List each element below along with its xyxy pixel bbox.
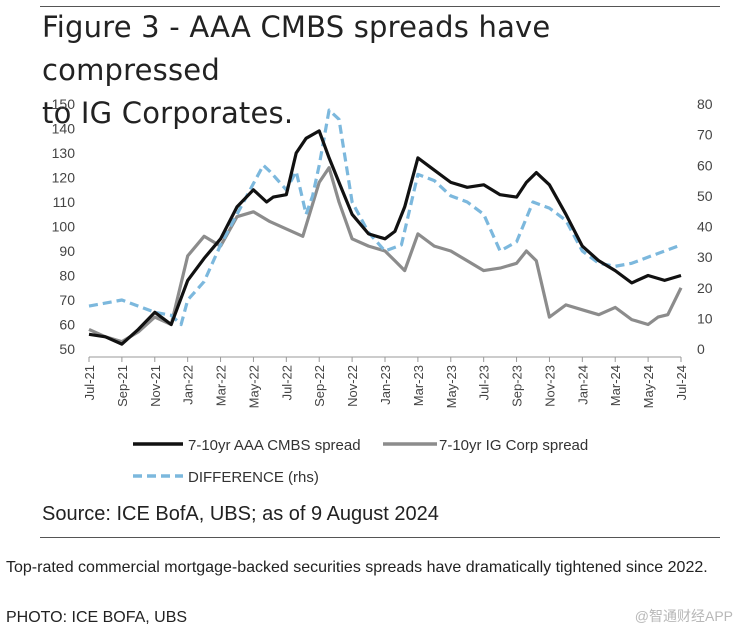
y-right-tick-label: 30: [697, 249, 713, 265]
y-left-tick-label: 110: [53, 194, 76, 210]
x-tick-label: Nov-22: [345, 365, 360, 407]
x-tick-label: Mar-24: [608, 365, 623, 406]
x-tick-label: Jul-24: [674, 365, 689, 400]
legend-igcorp-label: 7-10yr IG Corp spread: [439, 437, 588, 454]
y-left-tick-label: 120: [52, 170, 76, 186]
x-tick-label: Mar-23: [411, 365, 426, 406]
x-tick-label: Sep-21: [115, 365, 130, 407]
source-note: Source: ICE BofA, UBS; as of 9 August 20…: [42, 503, 439, 525]
x-tick-label: Jul-22: [279, 365, 294, 400]
y-left-tick-label: 90: [59, 243, 75, 259]
legend-cmbs-label: 7-10yr AAA CMBS spread: [188, 437, 361, 454]
y-right-tick-label: 80: [697, 96, 713, 112]
figure-title-line1: Figure 3 - AAA CMBS spreads have compres…: [42, 10, 551, 87]
x-tick-label: May-24: [641, 365, 656, 408]
y-right-tick-label: 0: [697, 341, 705, 357]
x-tick-label: Jul-23: [477, 365, 492, 400]
x-tick-label: Mar-22: [214, 365, 229, 406]
x-tick-label: May-23: [444, 365, 459, 408]
bottom-rule: [40, 537, 720, 538]
photo-credit: PHOTO: ICE BOFA, UBS: [6, 609, 188, 626]
y-left-tick-label: 60: [59, 317, 75, 333]
x-tick-label: May-22: [246, 365, 261, 408]
y-left-tick-label: 130: [52, 145, 76, 161]
x-tick-label: Sep-22: [312, 365, 327, 407]
y-right-tick-label: 40: [697, 219, 713, 235]
x-tick-label: Nov-21: [148, 365, 163, 407]
y-right-tick-label: 60: [697, 157, 713, 173]
igcorp-series-line: [88, 166, 683, 344]
top-rule: [40, 6, 720, 7]
caption-text: Top-rated commercial mortgage-backed sec…: [6, 559, 708, 576]
y-left-tick-label: 70: [59, 292, 75, 308]
y-right-tick-label: 10: [697, 310, 713, 326]
legend-difference-label: DIFFERENCE (rhs): [188, 469, 319, 486]
y-left-tick-label: 100: [52, 219, 76, 235]
difference-series-line: [88, 108, 682, 327]
y-right-tick-label: 20: [697, 280, 713, 296]
watermark: @智通财经APP: [634, 608, 733, 624]
cmbs-series-line: [88, 129, 682, 346]
y-left-tick-label: 140: [52, 121, 76, 137]
x-tick-label: Jul-21: [82, 365, 97, 400]
x-tick-label: Jan-23: [378, 365, 393, 405]
y-left-tick-label: 80: [59, 268, 75, 284]
y-left-tick-label: 150: [52, 96, 76, 112]
figure-title-line2: to IG Corporates.: [42, 96, 294, 130]
y-left-tick-label: 50: [59, 341, 75, 357]
x-tick-label: Jan-24: [575, 365, 590, 405]
x-tick-label: Nov-23: [542, 365, 557, 407]
y-right-tick-label: 70: [697, 127, 713, 143]
x-tick-label: Jan-22: [181, 365, 196, 405]
figure-title: Figure 3 - AAA CMBS spreads have compres…: [42, 6, 722, 135]
y-right-tick-label: 50: [697, 188, 713, 204]
x-tick-label: Sep-23: [510, 365, 525, 407]
